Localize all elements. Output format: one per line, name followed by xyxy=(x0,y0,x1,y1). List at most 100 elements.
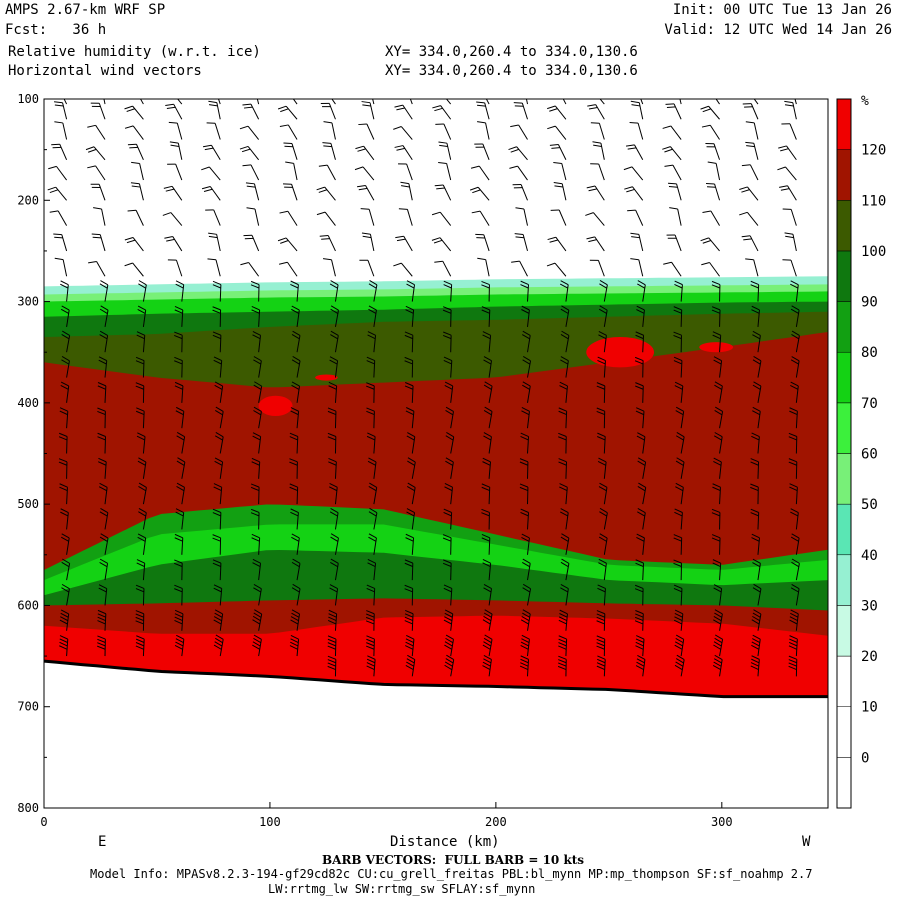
wind-barb-flag xyxy=(751,641,760,647)
wind-barb-flag xyxy=(445,457,454,463)
wind-barb-flag xyxy=(701,262,710,266)
wind-barb-flag xyxy=(784,104,794,107)
wind-barb-flag xyxy=(511,260,520,263)
wind-barb-flag xyxy=(137,536,146,542)
wind-barb xyxy=(672,164,682,181)
wind-barb-flag xyxy=(445,637,454,644)
wind-barb-flag xyxy=(252,615,261,622)
wind-barb-flag xyxy=(251,461,260,466)
wind-barb-flag xyxy=(561,305,570,311)
wind-barb xyxy=(334,385,338,403)
wind-barb-flag xyxy=(362,104,371,107)
wind-barb-flag xyxy=(246,185,256,188)
wind-barb-flag xyxy=(443,584,453,589)
wind-barb xyxy=(411,335,414,353)
colorbar-label: 50 xyxy=(861,497,878,513)
wind-barb xyxy=(680,385,684,403)
wind-barb xyxy=(66,284,69,302)
wind-barb-flag xyxy=(752,638,761,644)
wind-barb-flag xyxy=(321,238,330,240)
wind-barb xyxy=(522,234,528,252)
wind-barb xyxy=(795,563,800,581)
wind-barb-flag xyxy=(444,616,453,622)
wind-barb-flag xyxy=(482,461,491,466)
wind-barb xyxy=(603,436,606,454)
wind-barb-flag xyxy=(596,407,605,412)
wind-barb xyxy=(527,309,530,327)
wind-barb-flag xyxy=(213,483,222,488)
wind-barb-flag xyxy=(483,637,492,644)
wind-barb xyxy=(488,461,492,479)
wind-barb-flag xyxy=(597,587,606,593)
wind-barb-flag xyxy=(753,356,762,362)
wind-barb-flag xyxy=(752,615,760,622)
wind-barb xyxy=(331,99,336,105)
wind-barb-flag xyxy=(368,536,377,542)
wind-barb-flag xyxy=(97,609,107,615)
wind-barb xyxy=(753,259,759,277)
wind-barb xyxy=(104,537,109,555)
wind-barb-flag xyxy=(59,432,68,437)
wind-barb xyxy=(670,125,682,140)
wind-barb-flag xyxy=(176,634,185,640)
wind-barb xyxy=(719,487,721,505)
colorbar-band xyxy=(836,351,852,404)
wind-barb-flag xyxy=(789,407,798,412)
wind-barb-flag xyxy=(361,101,371,104)
wind-barb xyxy=(296,588,301,606)
wind-barb-flag xyxy=(292,356,301,362)
wind-barb xyxy=(334,512,339,530)
wind-barb-flag xyxy=(675,486,684,492)
wind-barb xyxy=(554,105,567,120)
wind-barb-flag xyxy=(753,381,762,387)
colorbar-label: 120 xyxy=(861,143,886,159)
wind-barb-flag xyxy=(593,144,602,147)
wind-barb xyxy=(296,436,299,454)
wind-barb-flag xyxy=(328,616,337,622)
wind-barb xyxy=(66,411,69,429)
wind-barb xyxy=(631,166,644,181)
wind-barb-flag xyxy=(97,382,107,387)
wind-barb-flag xyxy=(367,331,376,336)
wind-barb-flag xyxy=(520,508,529,513)
wind-barb-flag xyxy=(553,162,562,165)
wind-barb-flag xyxy=(322,258,332,261)
wind-barb-flag xyxy=(635,610,644,615)
wind-barb xyxy=(565,639,568,657)
wind-barb-flag xyxy=(163,185,173,189)
wind-barb-flag xyxy=(88,148,97,153)
wind-barb-flag xyxy=(407,460,415,466)
wind-barb-flag xyxy=(750,508,759,513)
wind-barb-flag xyxy=(292,583,301,590)
wind-barb-flag xyxy=(358,123,367,126)
wind-barb-flag xyxy=(752,384,761,390)
wind-barb-flag xyxy=(404,562,413,567)
model-title: AMPS 2.67-km WRF SP xyxy=(5,2,166,18)
wind-barb-flag xyxy=(598,562,607,568)
wind-barb-flag xyxy=(97,461,107,466)
wind-barb-flag xyxy=(521,638,530,644)
wind-barb-flag xyxy=(212,512,221,517)
wind-barb xyxy=(680,537,683,555)
wind-barb-flag xyxy=(637,655,646,660)
wind-barb-flag xyxy=(396,107,405,111)
wind-barb-flag xyxy=(559,613,568,618)
wind-barb-flag xyxy=(88,260,97,264)
wind-barb-flag xyxy=(790,536,799,542)
wind-barb-flag xyxy=(214,410,223,416)
wind-barb-flag xyxy=(212,306,221,311)
wind-barb xyxy=(411,385,414,403)
wind-barb xyxy=(411,462,416,479)
wind-barb xyxy=(527,284,529,302)
wind-barb xyxy=(258,386,263,403)
wind-barb xyxy=(642,411,645,429)
wind-barb-flag xyxy=(673,534,682,539)
wind-barb xyxy=(66,512,69,530)
wind-barb-flag xyxy=(637,485,646,492)
wind-barb xyxy=(181,436,186,454)
wind-barb-flag xyxy=(788,641,798,647)
wind-barb-flag xyxy=(599,511,608,517)
wind-barb xyxy=(680,411,685,429)
wind-barb xyxy=(142,537,147,555)
wind-barb xyxy=(363,145,375,161)
